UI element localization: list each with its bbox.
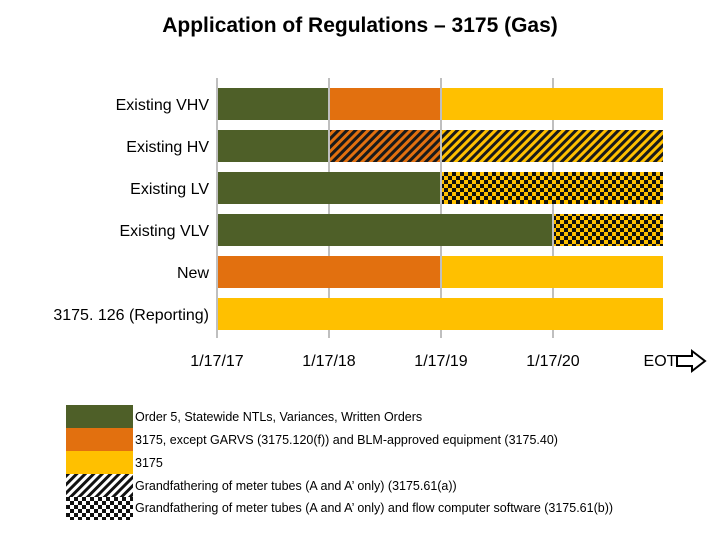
legend-swatch-checkerboard: [66, 497, 133, 520]
legend-swatch-green: [66, 405, 133, 428]
x-tick-label: 1/17/20: [526, 353, 579, 370]
row-label: Existing VHV: [116, 97, 210, 114]
bar-segment: [218, 130, 328, 162]
legend-swatch-yellow: [66, 451, 133, 474]
bar-segment: [218, 256, 440, 288]
legend-item: 3175: [66, 451, 706, 474]
legend-label: Grandfathering of meter tubes (A and A’ …: [135, 501, 614, 515]
bar-segment: [442, 256, 663, 288]
bar-segment: [218, 172, 440, 204]
bar-segment: [330, 88, 440, 120]
x-tick-label: 1/17/18: [302, 353, 355, 370]
bars: [218, 88, 663, 330]
legend-item: Grandfathering of meter tubes (A and A’ …: [66, 474, 706, 497]
bar-segment-pattern: [330, 130, 440, 162]
x-tick-label: 1/17/17: [190, 353, 243, 370]
legend-item: 3175, except GARVS (3175.120(f)) and BLM…: [66, 428, 706, 451]
row-label: New: [177, 265, 209, 282]
row-labels: Existing VHV Existing HV Existing LV Existi…: [53, 97, 209, 324]
bar-segment: [218, 298, 663, 330]
eot-arrow-icon: [676, 348, 707, 374]
x-tick-label: 1/17/19: [414, 353, 467, 370]
bar-segment-pattern: [442, 172, 663, 204]
row-label: Existing HV: [126, 139, 209, 156]
legend: Order 5, Statewide NTLs, Variances, Writ…: [66, 405, 706, 537]
legend-swatch-orange: [66, 428, 133, 451]
legend-item: Grandfathering of meter tubes (A and A’ …: [66, 497, 706, 537]
row-label: Existing VLV: [119, 223, 209, 240]
legend-label: Grandfathering of meter tubes (A and A’ …: [135, 478, 457, 493]
bar-segment-pattern: [442, 130, 663, 162]
legend-label: Order 5, Statewide NTLs, Variances, Writ…: [135, 409, 423, 424]
x-tick-labels: 1/17/17 1/17/18 1/17/19 1/17/20 EOT: [190, 348, 707, 374]
legend-label: 3175, except GARVS (3175.120(f)) and BLM…: [135, 432, 558, 447]
legend-item: Order 5, Statewide NTLs, Variances, Writ…: [66, 405, 706, 428]
legend-swatch-diagonal-hatch: [66, 474, 133, 497]
row-label: 3175. 126 (Reporting): [53, 307, 209, 324]
chart-title: Application of Regulations – 3175 (Gas): [162, 14, 558, 37]
bar-segment-pattern: [554, 214, 663, 246]
timeline-chart: Existing VHV Existing HV Existing LV Existi…: [53, 78, 707, 374]
row-label: Existing LV: [130, 181, 209, 198]
legend-label: 3175: [135, 455, 163, 470]
bar-segment: [218, 88, 328, 120]
bar-segment: [218, 214, 552, 246]
gridlines: [216, 78, 554, 338]
x-tick-label: EOT: [644, 353, 677, 370]
bar-segment: [442, 88, 663, 120]
